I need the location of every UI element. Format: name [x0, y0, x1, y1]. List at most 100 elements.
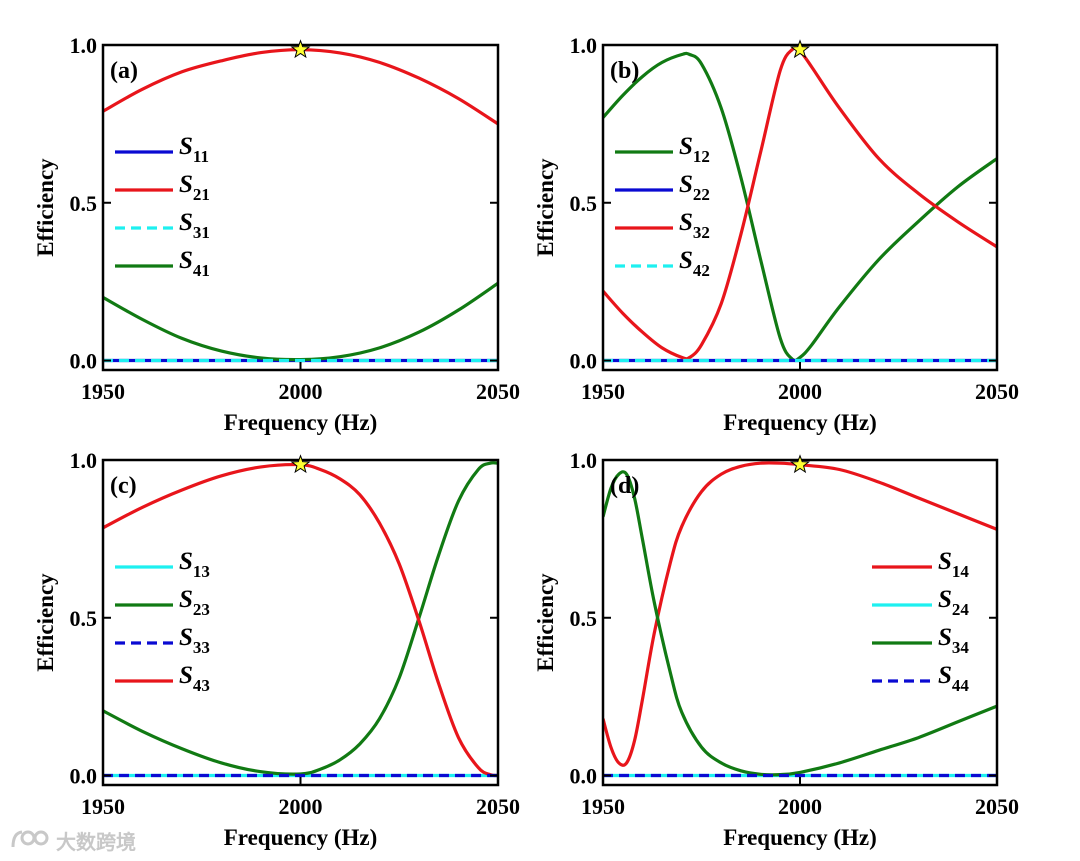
- legend-subscript: 23: [193, 600, 210, 619]
- legend-label-s41: S41: [179, 247, 210, 280]
- legend-subscript: 22: [693, 185, 710, 204]
- series-line-s23: [103, 461, 498, 776]
- legend-symbol: S: [179, 586, 193, 613]
- legend-label-s33: S33: [179, 624, 210, 657]
- star-marker: [290, 39, 311, 59]
- watermark-text: 大数跨境: [56, 829, 136, 854]
- panel-3: 1950 2000 2050 0.0 0.5 1.0 Frequency (Hz) Effic…: [33, 448, 520, 850]
- x-axis-title: Frequency (Hz): [224, 825, 378, 850]
- legend-subscript: 42: [693, 261, 710, 280]
- legend-label-s24: S24: [938, 586, 969, 619]
- legend-symbol: S: [679, 247, 693, 274]
- legend-label-s21: S21: [179, 171, 210, 204]
- legend-subscript: 32: [693, 223, 710, 242]
- legend-symbol: S: [679, 133, 693, 160]
- x-tick-label: 1950: [81, 794, 125, 819]
- legend-label-s43: S43: [179, 662, 210, 695]
- series-line-s12: [603, 51, 997, 363]
- legend-label-s22: S22: [679, 171, 710, 204]
- legend-label-s23: S23: [179, 586, 210, 619]
- series-lines: [103, 48, 498, 363]
- legend-subscript: 44: [952, 676, 970, 695]
- star-marker: [290, 454, 311, 474]
- legend-label-s12: S12: [679, 133, 710, 166]
- watermark: 大数跨境: [10, 826, 136, 854]
- legend-symbol: S: [179, 209, 193, 236]
- legend-symbol: S: [179, 548, 193, 575]
- y-tick-label: 0.5: [570, 606, 598, 631]
- x-axis-title: Frequency (Hz): [723, 410, 877, 435]
- legend-symbol: S: [938, 586, 952, 613]
- legend-symbol: S: [179, 171, 193, 198]
- legend-symbol: S: [179, 624, 193, 651]
- x-tick-label: 2000: [279, 379, 323, 404]
- legend-label-s11: S11: [179, 133, 209, 166]
- y-axis-title: Efficiency: [33, 158, 58, 257]
- y-axis-title: Efficiency: [533, 158, 558, 257]
- legend-subscript: 31: [193, 223, 210, 242]
- y-tick-label: 0.0: [70, 349, 98, 374]
- panel-2: 1950 2000 2050 0.0 0.5 1.0 Frequency (Hz) Effic…: [533, 33, 1019, 435]
- series-line-s34: [603, 470, 997, 777]
- x-tick-label: 2000: [778, 794, 822, 819]
- legend-symbol: S: [179, 133, 193, 160]
- panel-label: (d): [610, 473, 639, 499]
- legend-symbol: S: [938, 624, 952, 651]
- star-marker: [790, 39, 810, 59]
- legend-symbol: S: [938, 662, 952, 689]
- y-tick-label: 0.0: [570, 349, 598, 374]
- legend-label-s44: S44: [938, 662, 969, 695]
- legend-symbol: S: [179, 662, 193, 689]
- x-tick-label: 1950: [81, 379, 125, 404]
- legend-symbol: S: [179, 247, 193, 274]
- y-tick-label: 1.0: [570, 448, 598, 473]
- legend-subscript: 24: [952, 600, 970, 619]
- panel-label: (c): [110, 473, 137, 499]
- legend-subscript: 34: [952, 638, 970, 657]
- legend-label-s32: S32: [679, 209, 710, 242]
- legend-symbol: S: [679, 171, 693, 198]
- x-axis-title: Frequency (Hz): [723, 825, 877, 850]
- legend-label-s34: S34: [938, 624, 969, 657]
- series-line-s41: [103, 281, 498, 362]
- panel-1: 1950 2000 2050 0.0 0.5 1.0 Frequency (Hz) Effic…: [33, 33, 520, 435]
- series-line-s43: [103, 463, 498, 778]
- y-tick-label: 1.0: [70, 33, 98, 58]
- legend-subscript: 12: [693, 147, 710, 166]
- series-line-s32: [603, 46, 997, 361]
- x-tick-label: 2000: [778, 379, 822, 404]
- legend-symbol: S: [679, 209, 693, 236]
- x-tick-label: 2050: [975, 379, 1019, 404]
- camera-logo-icon: [11, 830, 49, 848]
- series-line-s21: [103, 48, 498, 126]
- panel-label: (a): [110, 58, 138, 84]
- legend-label-s42: S42: [679, 247, 710, 280]
- star-marker: [790, 454, 810, 474]
- x-tick-label: 1950: [581, 794, 625, 819]
- series-line-s14: [603, 461, 997, 767]
- panel-4: 1950 2000 2050 0.0 0.5 1.0 Frequency (Hz) Effic…: [533, 448, 1019, 850]
- y-axis-title: Efficiency: [533, 573, 558, 672]
- y-tick-label: 0.5: [570, 191, 598, 216]
- series-lines: [103, 461, 498, 778]
- legend-subscript: 33: [193, 638, 210, 657]
- legend-subscript: 21: [193, 185, 210, 204]
- x-tick-label: 2000: [279, 794, 323, 819]
- legend-label-s13: S13: [179, 548, 210, 581]
- series-lines: [603, 461, 997, 778]
- legend-subscript: 43: [193, 676, 210, 695]
- panel-label: (b): [610, 58, 639, 84]
- x-axis-title: Frequency (Hz): [224, 410, 378, 435]
- series-lines: [603, 46, 997, 363]
- axes-frame: [101, 458, 500, 787]
- y-tick-label: 0.0: [70, 764, 98, 789]
- legend-subscript: 41: [193, 261, 210, 280]
- legend-symbol: S: [938, 548, 952, 575]
- legend-subscript: 14: [952, 562, 970, 581]
- axes-frame: [601, 458, 999, 787]
- x-tick-label: 1950: [581, 379, 625, 404]
